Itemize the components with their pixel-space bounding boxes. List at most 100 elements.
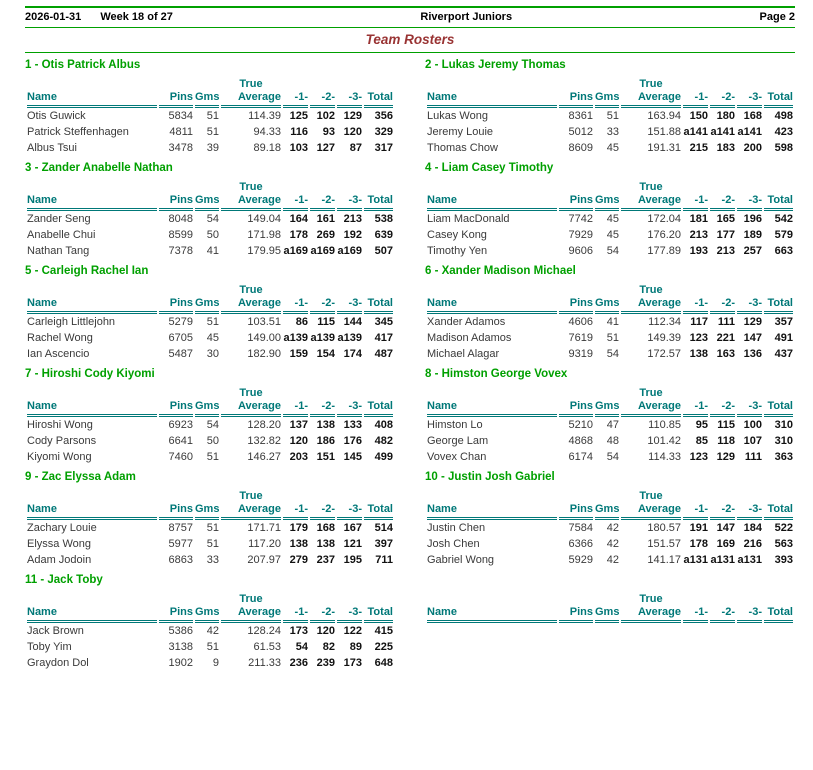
player-row: Timothy Yen 9606 54 177.89 193 213 257 663 — [427, 243, 793, 259]
true-label-row: True — [27, 593, 393, 606]
player-pins: 5012 — [568, 126, 593, 138]
player-game2: 129 — [716, 451, 735, 463]
col-header-game3: -3- — [337, 194, 362, 211]
player-average: 89.18 — [253, 142, 281, 154]
player-games: 51 — [606, 332, 619, 344]
player-average: 179.95 — [247, 245, 281, 257]
team-title: 8 - Himston George Vovex — [425, 368, 568, 380]
player-game3: 213 — [343, 213, 362, 225]
col-header-true: True — [639, 78, 663, 90]
player-games: 47 — [606, 419, 619, 431]
player-games: 33 — [606, 126, 619, 138]
report-date: 2026-01-31 — [25, 11, 82, 23]
col-header-name: Name — [427, 297, 557, 314]
col-header-name: Name — [27, 91, 157, 108]
player-average: 128.20 — [247, 419, 281, 431]
player-pins: 3138 — [168, 641, 193, 653]
player-game2: 237 — [316, 554, 335, 566]
player-game2: 177 — [716, 229, 735, 241]
player-total: 310 — [774, 435, 793, 447]
player-name: Albus Tsui — [27, 142, 77, 154]
player-game2: 180 — [716, 110, 735, 122]
player-total: 357 — [774, 316, 793, 328]
player-total: 507 — [374, 245, 393, 257]
team-block: 4 - Liam Casey Timothy True Name — [425, 161, 795, 259]
col-header-game1: -1- — [283, 194, 308, 211]
col-header-name: Name — [27, 297, 157, 314]
col-header-game1: -1- — [283, 400, 308, 417]
team-block: 8 - Himston George Vovex True Na — [425, 367, 795, 465]
player-name: Justin Chen — [427, 522, 486, 534]
player-game2: 169 — [716, 538, 735, 550]
col-header-game3: -3- — [737, 194, 762, 211]
player-game3: 144 — [343, 316, 362, 328]
player-pins: 6366 — [568, 538, 593, 550]
col-header-game3: -3- — [337, 297, 362, 314]
divider-line-top — [25, 6, 795, 8]
player-games: 54 — [606, 451, 619, 463]
player-row: Adam Jodoin 6863 33 207.97 279 237 195 711 — [27, 552, 393, 568]
col-header-pins: Pins — [559, 400, 593, 417]
col-header-pins: Pins — [159, 503, 193, 520]
player-average: 117.20 — [248, 538, 281, 550]
column-header-row: Name Pins Gms Average -1- -2- -3- Total — [27, 503, 393, 520]
team-title: 3 - Zander Anabelle Nathan — [25, 162, 173, 174]
player-name: Jack Brown — [27, 625, 84, 637]
player-games: 54 — [606, 245, 619, 257]
col-header-game3: -3- — [737, 400, 762, 417]
player-total: 663 — [774, 245, 793, 257]
player-game1: 179 — [289, 522, 308, 534]
player-average: 114.33 — [648, 451, 681, 463]
team-title: 4 - Liam Casey Timothy — [425, 162, 554, 174]
col-header-average: Average — [621, 503, 681, 520]
roster-body: Otis Guwick 5834 51 114.39 125 102 129 356 Patri… — [27, 108, 393, 156]
player-average: 132.82 — [247, 435, 281, 447]
report-header: 2026-01-31 Week 18 of 27 Riverport Junio… — [25, 8, 795, 27]
player-total: 648 — [374, 657, 393, 669]
player-name: Rachel Wong — [27, 332, 93, 344]
col-header-pins: Pins — [159, 606, 193, 623]
player-game2: 138 — [316, 538, 335, 550]
col-header-game1: -1- — [683, 503, 708, 520]
player-games: 51 — [206, 451, 219, 463]
player-row: Liam MacDonald 7742 45 172.04 181 165 196 542 — [427, 211, 793, 227]
player-pins: 3478 — [168, 142, 193, 154]
player-average: 151.57 — [647, 538, 681, 550]
col-header-game3: -3- — [737, 606, 762, 623]
col-header-pins: Pins — [559, 91, 593, 108]
roster-table: True Name Pins Gms Average -1- -2- -3- T… — [425, 490, 795, 568]
player-average: 61.53 — [253, 641, 281, 653]
player-game3: 168 — [743, 110, 762, 122]
col-header-game3: -3- — [337, 400, 362, 417]
team-title: 11 - Jack Toby — [25, 574, 103, 586]
col-header-average: Average — [621, 194, 681, 211]
player-row: Albus Tsui 3478 39 89.18 103 127 87 317 — [27, 140, 393, 156]
col-header-game1: -1- — [283, 91, 308, 108]
roster-table: True Name Pins Gms Average -1- -2- -3- T… — [25, 490, 395, 568]
player-games: 39 — [206, 142, 219, 154]
team-title: 1 - Otis Patrick Albus — [25, 59, 141, 71]
col-header-game3: -3- — [737, 91, 762, 108]
player-row: Graydon Dol 1902 9 211.33 236 239 173 648 — [27, 655, 393, 671]
player-row: Thomas Chow 8609 45 191.31 215 183 200 598 — [427, 140, 793, 156]
player-game3: 121 — [343, 538, 362, 550]
roster-table: True Name Pins Gms Average -1- -2- -3- T… — [25, 593, 395, 671]
player-average: 172.04 — [647, 213, 681, 225]
player-game2: 151 — [316, 451, 335, 463]
player-total: 522 — [774, 522, 793, 534]
true-label-row: True — [27, 284, 393, 297]
team-block: 3 - Zander Anabelle Nathan True — [25, 161, 395, 259]
player-game1: 120 — [289, 435, 308, 447]
player-pins: 9319 — [568, 348, 593, 360]
true-label-row: True — [427, 78, 793, 91]
player-game2: a141 — [710, 126, 735, 138]
col-header-total: Total — [364, 400, 393, 417]
player-games: 45 — [606, 213, 619, 225]
player-pins: 6705 — [168, 332, 193, 344]
player-average: 172.57 — [647, 348, 681, 360]
player-game1: 203 — [289, 451, 308, 463]
player-game2: 163 — [716, 348, 735, 360]
player-total: 538 — [374, 213, 393, 225]
col-header-pins: Pins — [159, 297, 193, 314]
player-game2: a139 — [310, 332, 335, 344]
